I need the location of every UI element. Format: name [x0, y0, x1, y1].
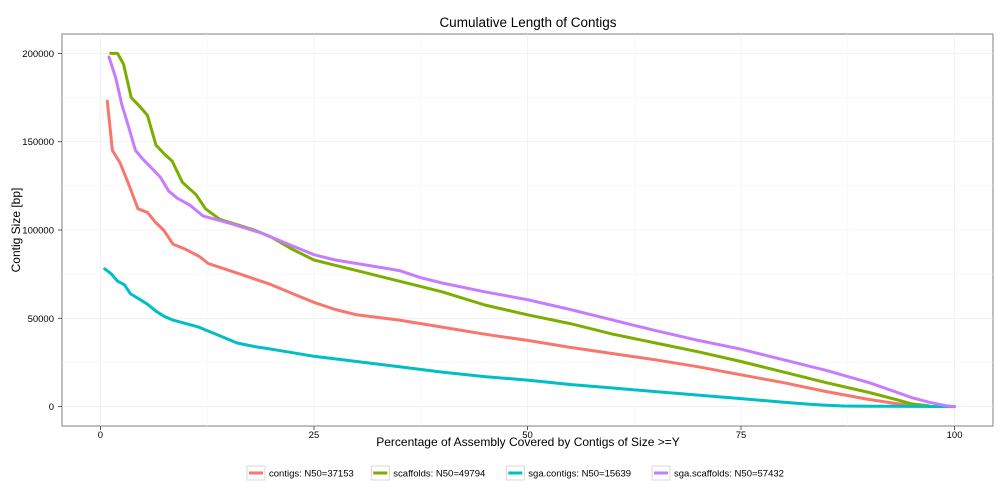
y-tick-label: 50000 — [28, 314, 54, 325]
legend-label: contigs: N50=37153 — [269, 469, 354, 480]
x-axis-label: Percentage of Assembly Covered by Contig… — [376, 435, 680, 449]
x-tick-label: 100 — [947, 430, 963, 441]
series-line-1 — [105, 99, 931, 408]
series-lines — [103, 51, 957, 409]
x-tick-label: 25 — [309, 430, 320, 441]
x-tick-label: 0 — [98, 430, 103, 441]
legend-item-1: contigs: N50=37153 — [246, 465, 354, 481]
series-line-4 — [107, 55, 957, 409]
chart-title: Cumulative Length of Contigs — [439, 15, 616, 30]
series-line-2 — [109, 51, 931, 408]
y-tick-label: 200000 — [22, 49, 54, 60]
series-line-3 — [103, 267, 957, 409]
legend-label: sga.scaffolds: N50=57432 — [674, 469, 784, 480]
legend-label: scaffolds: N50=49794 — [393, 469, 485, 480]
legend-item-4: sga.scaffolds: N50=57432 — [651, 465, 784, 481]
legend: contigs: N50=37153 scaffolds: N50=49794 sg… — [246, 465, 784, 481]
x-tick-label: 75 — [736, 430, 747, 441]
y-tick-label: 0 — [49, 402, 54, 413]
legend-label: sga.contigs: N50=15639 — [528, 469, 631, 480]
legend-item-2: scaffolds: N50=49794 — [370, 465, 485, 481]
y-tick-label: 100000 — [22, 226, 54, 237]
legend-item-3: sga.contigs: N50=15639 — [505, 465, 631, 481]
axes: 0 25 50 75 100 0 50000 100000 150000 200000 — [22, 49, 962, 441]
y-tick-label: 150000 — [22, 137, 54, 148]
y-axis-label: Contig Size [bp] — [9, 188, 23, 273]
x-tick-label: 50 — [522, 430, 533, 441]
